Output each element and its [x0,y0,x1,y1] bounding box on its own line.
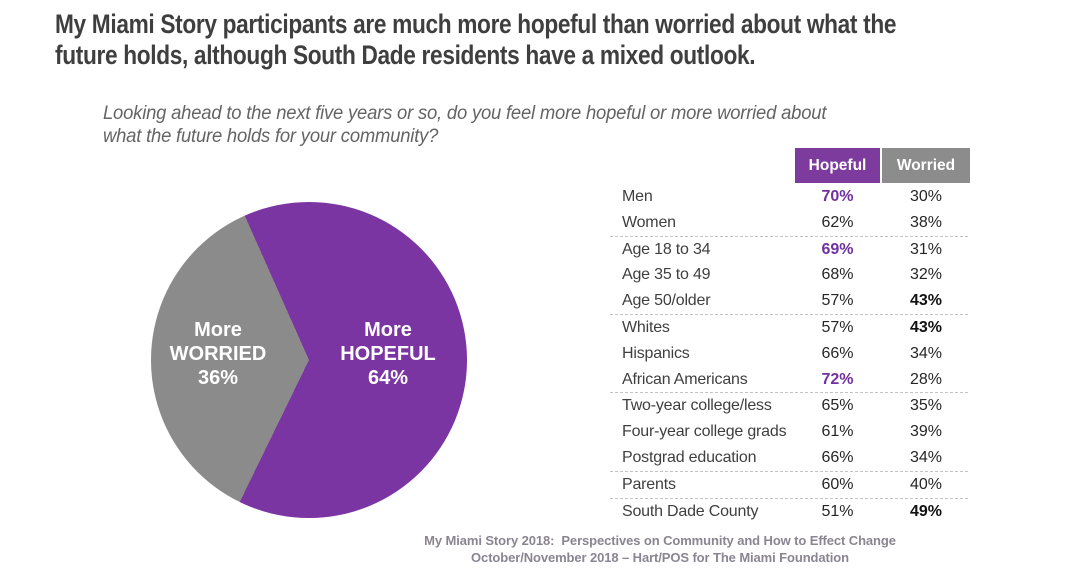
hopeful-value: 57% [821,318,854,336]
hopeful-value: 60% [821,475,854,493]
slide-title-line2: future holds, although South Dade reside… [55,40,756,70]
worried-value: 38% [909,213,943,231]
worried-value: 43% [909,318,943,336]
hopeful-value: 68% [821,266,854,284]
slide-title: My Miami Story participants are much mor… [55,9,1046,71]
pie-worried-more: More [194,319,242,341]
survey-question: Looking ahead to the next five years or … [103,103,1025,148]
pie-slice-label-worried: More WORRIED 36% [138,318,298,390]
table-row: Postgrad education 66% 34% [610,445,968,471]
row-label: Age 35 to 49 [622,266,711,284]
survey-question-line2: what the future holds for your community… [103,125,439,147]
hopeful-value: 65% [821,397,854,415]
slide-title-line1: My Miami Story participants are much mor… [55,9,897,39]
pie-hopeful-value: 64% [367,367,409,389]
source-footer-line2: October/November 2018 – Hart/POS for The… [471,549,849,565]
row-label: Four-year college grads [622,423,787,441]
worried-value: 31% [909,240,943,258]
pie-slice-label-hopeful: More HOPEFUL 64% [308,318,468,390]
hopeful-value: 62% [821,213,854,231]
row-label: Hispanics [622,344,690,362]
table-body: Men 70% 30% Women 62% 38% Age 18 to 34 6… [610,184,968,524]
hopeful-value: 66% [821,448,854,466]
table-row: Age 18 to 34 69% 31% [610,235,968,263]
row-label: Men [622,188,653,205]
column-header-hopeful: Hopeful [795,148,880,183]
row-label: Two-year college/less [622,397,772,415]
worried-value: 34% [909,448,943,466]
demographics-table: Hopeful Worried Men 70% 30% Women 62% 38… [610,148,970,524]
row-label: Whites [622,318,670,336]
hopeful-value: 57% [821,292,854,310]
source-footer-line1: My Miami Story 2018: Perspectives on Com… [424,533,896,548]
hopeful-value: 72% [821,370,854,388]
column-header-worried: Worried [882,148,970,183]
table-row: Women 62% 38% [610,210,968,236]
hopeful-value: 51% [821,502,854,520]
pie-hopeful-word: HOPEFUL [340,343,436,365]
hopeful-value: 66% [821,344,854,362]
hopeful-value: 61% [821,423,854,441]
table-row: African Americans 72% 28% [610,367,968,393]
row-label: South Dade County [622,502,759,520]
worried-value: 30% [909,188,943,205]
worried-value: 28% [909,370,943,388]
worried-value: 40% [909,475,943,493]
pie-hopeful-more: More [364,319,412,341]
pie-chart [151,202,467,518]
worried-value: 39% [909,423,943,441]
table-row: Men 70% 30% [610,184,968,210]
source-footer: My Miami Story 2018: Perspectives on Com… [250,533,1070,566]
pie-worried-value: 36% [197,367,239,389]
worried-value: 32% [909,266,943,284]
row-label: Age 50/older [622,292,711,310]
hopeful-value: 69% [821,240,854,258]
worried-value: 35% [909,397,943,415]
table-row: Parents 60% 40% [610,470,968,498]
row-label: Postgrad education [622,448,757,466]
table-row: Age 50/older 57% 43% [610,288,968,314]
hopeful-value: 70% [821,188,854,205]
table-row: Whites 57% 43% [610,313,968,341]
pie-worried-word: WORRIED [169,343,267,365]
table-row: Two-year college/less 65% 35% [610,392,968,419]
table-header-row: Hopeful Worried [610,148,970,183]
row-label: Age 18 to 34 [622,240,711,258]
worried-value: 43% [909,292,943,310]
table-row: Age 35 to 49 68% 32% [610,262,968,288]
worried-value: 49% [909,502,943,520]
table-row: Four-year college grads 61% 39% [610,419,968,445]
table-row: South Dade County 51% 49% [610,497,968,525]
row-label: Women [622,213,676,231]
row-label: Parents [622,475,676,493]
survey-question-line1: Looking ahead to the next five years or … [103,103,827,124]
table-row: Hispanics 66% 34% [610,341,968,367]
worried-value: 34% [909,344,943,362]
row-label: African Americans [622,370,748,388]
